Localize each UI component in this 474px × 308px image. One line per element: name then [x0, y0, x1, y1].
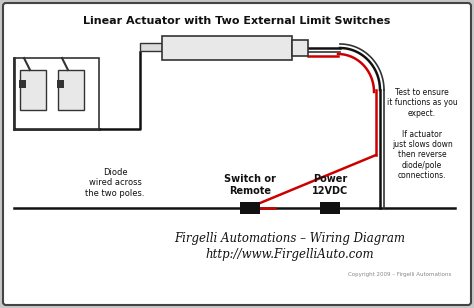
Text: Firgelli Automations – Wiring Diagram: Firgelli Automations – Wiring Diagram: [174, 232, 405, 245]
Text: Copyright 2009 – Firgelli Automations: Copyright 2009 – Firgelli Automations: [348, 272, 452, 277]
Text: http://www.FirgelliAuto.com: http://www.FirgelliAuto.com: [206, 248, 374, 261]
Bar: [140, 43, 162, 51]
Text: Diode
wired across
the two poles.: Diode wired across the two poles.: [85, 168, 145, 198]
Bar: [58, 70, 84, 110]
Bar: [19, 80, 26, 88]
Bar: [14, 58, 99, 130]
Bar: [320, 202, 340, 214]
Bar: [20, 70, 46, 110]
Text: Switch or
Remote: Switch or Remote: [224, 174, 276, 196]
Bar: [240, 202, 260, 214]
FancyBboxPatch shape: [3, 3, 471, 305]
Text: Linear Actuator with Two External Limit Switches: Linear Actuator with Two External Limit …: [83, 16, 391, 26]
Bar: [57, 80, 64, 88]
Bar: [162, 36, 292, 60]
Text: Power
12VDC: Power 12VDC: [312, 174, 348, 196]
Text: Test to ensure
it functions as you
expect.

If actuator
just slows down
then rev: Test to ensure it functions as you expec…: [387, 88, 457, 180]
Bar: [292, 40, 308, 56]
